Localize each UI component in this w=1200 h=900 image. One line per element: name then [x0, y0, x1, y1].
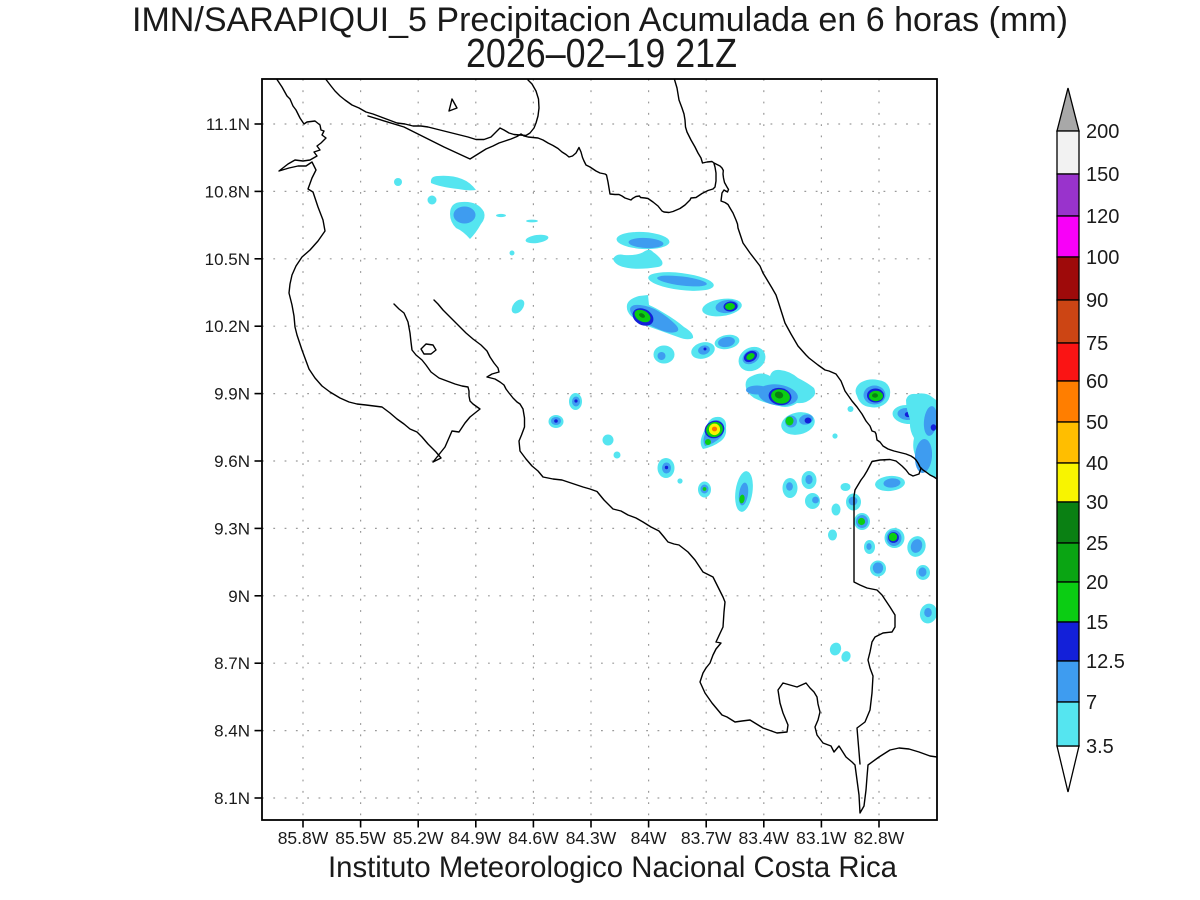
svg-text:3.5: 3.5	[1086, 736, 1114, 758]
svg-text:150: 150	[1086, 164, 1119, 186]
svg-text:9N: 9N	[228, 587, 250, 606]
svg-text:50: 50	[1086, 412, 1108, 434]
svg-text:9.3N: 9.3N	[214, 519, 250, 538]
svg-text:85.8W: 85.8W	[278, 828, 329, 848]
svg-text:82.8W: 82.8W	[854, 828, 905, 848]
svg-text:100: 100	[1086, 247, 1119, 269]
svg-text:IMN/SARAPIQUI_5 Precipitacion: IMN/SARAPIQUI_5 Precipitacion Acumulada …	[132, 1, 1068, 39]
svg-text:12.5: 12.5	[1086, 651, 1125, 673]
svg-text:75: 75	[1086, 333, 1108, 355]
svg-text:85.5W: 85.5W	[335, 828, 386, 848]
svg-text:15: 15	[1086, 612, 1108, 634]
svg-text:11.1N: 11.1N	[206, 115, 250, 134]
svg-text:8.7N: 8.7N	[214, 654, 250, 673]
svg-text:60: 60	[1086, 371, 1108, 393]
svg-text:Instituto Meteorologico Nacion: Instituto Meteorologico Nacional Costa R…	[328, 851, 897, 884]
svg-text:84.9W: 84.9W	[451, 828, 502, 848]
svg-text:9.9N: 9.9N	[214, 385, 250, 404]
svg-text:83.7W: 83.7W	[681, 828, 732, 848]
svg-text:7: 7	[1086, 692, 1097, 714]
svg-text:10.2N: 10.2N	[205, 317, 250, 336]
svg-text:90: 90	[1086, 290, 1108, 312]
svg-text:200: 200	[1086, 121, 1119, 143]
svg-text:85.2W: 85.2W	[393, 828, 444, 848]
svg-text:8.1N: 8.1N	[214, 789, 250, 808]
svg-text:84.6W: 84.6W	[508, 828, 559, 848]
svg-text:10.8N: 10.8N	[205, 182, 250, 201]
svg-text:20: 20	[1086, 572, 1108, 594]
svg-text:83.4W: 83.4W	[739, 828, 790, 848]
svg-text:30: 30	[1086, 492, 1108, 514]
svg-text:2026–02–19 21Z: 2026–02–19 21Z	[466, 30, 737, 76]
svg-text:84W: 84W	[631, 828, 667, 848]
svg-text:9.6N: 9.6N	[214, 452, 250, 471]
svg-text:120: 120	[1086, 206, 1119, 228]
svg-text:8.4N: 8.4N	[214, 722, 250, 741]
svg-text:40: 40	[1086, 453, 1108, 475]
svg-text:84.3W: 84.3W	[566, 828, 617, 848]
svg-text:10.5N: 10.5N	[205, 250, 250, 269]
svg-text:83.1W: 83.1W	[796, 828, 847, 848]
svg-text:25: 25	[1086, 533, 1108, 555]
